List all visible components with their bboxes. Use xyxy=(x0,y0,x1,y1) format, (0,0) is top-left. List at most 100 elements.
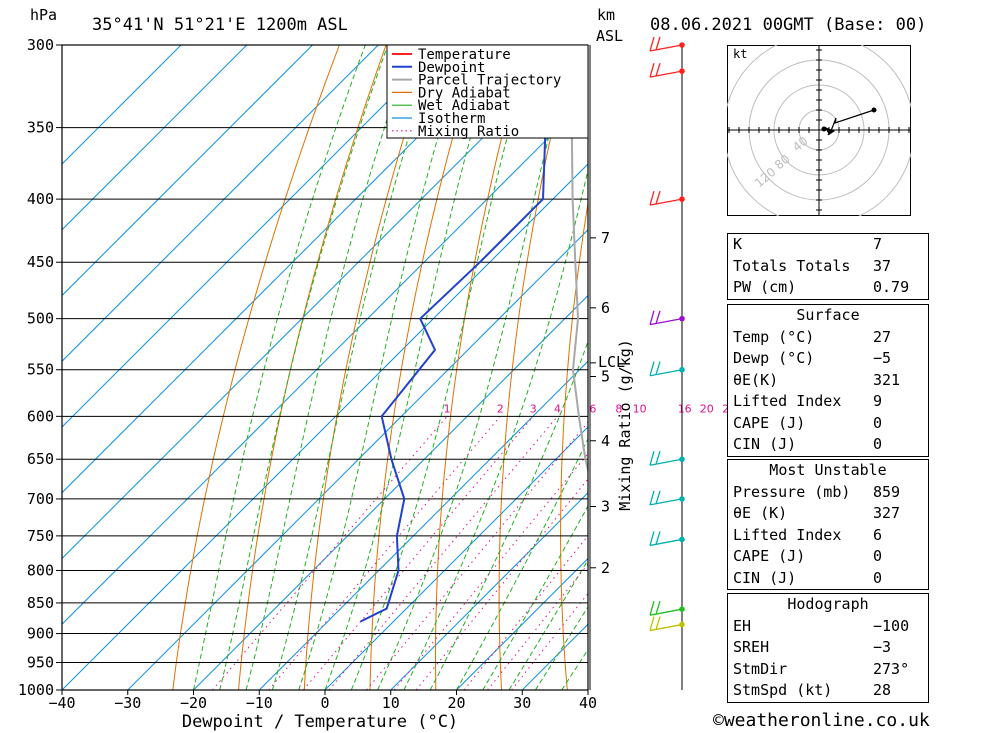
table-row: Lifted Index 6 xyxy=(728,525,928,547)
table-row: Totals Totals 37 xyxy=(728,256,928,278)
wind-barb xyxy=(649,310,683,326)
pressure-unit-label: hPa xyxy=(30,6,57,24)
temperature-tick-label: −40 xyxy=(48,694,75,712)
indices-table: K 7 Totals Totals 37 PW (cm) 0.79 xyxy=(727,233,929,300)
pressure-tick-label: 350 xyxy=(27,119,54,137)
pressure-axis: 300 350 400 450 500 550 600 650 700 750 800 850 900 9… xyxy=(18,36,62,699)
row-value: 6 xyxy=(873,525,883,544)
row-value: 321 xyxy=(873,370,901,389)
pressure-tick-label: 500 xyxy=(27,310,54,328)
height-tick-label: 6 xyxy=(601,299,610,317)
legend-label: Mixing Ratio xyxy=(418,124,519,140)
pressure-tick-label: 400 xyxy=(27,190,54,208)
x-axis-title: Dewpoint / Temperature (°C) xyxy=(182,712,458,732)
hodograph-point xyxy=(821,126,827,132)
temperature-tick-label: −20 xyxy=(180,694,207,712)
row-value: −5 xyxy=(873,349,892,367)
row-value: 0 xyxy=(873,435,883,453)
plot-frame xyxy=(61,44,589,691)
wind-barb xyxy=(649,601,683,616)
pressure-tick-label: 1000 xyxy=(18,681,54,699)
legend-label: Dewpoint xyxy=(418,60,485,76)
hodograph-point xyxy=(871,107,877,113)
wet-adiabat-line xyxy=(219,45,389,690)
hodograph-title: Hodograph xyxy=(787,595,869,613)
mixing-ratio-label: 8 xyxy=(615,402,622,415)
height-unit-km: km xyxy=(597,6,615,24)
temperature-tick-label: 30 xyxy=(513,694,531,712)
temperature-axis: −40 −30 −20 −10 0 10 20 30 40 xyxy=(48,690,597,712)
wet-adiabat-line xyxy=(403,168,588,690)
isobars xyxy=(62,44,588,691)
wet-adiabat-line xyxy=(377,45,573,690)
legend-label: Parcel Trajectory xyxy=(418,73,561,89)
table-row: CIN (J) 0 xyxy=(728,568,928,590)
mixing-ratio-labels: 12346810162025 xyxy=(444,402,737,415)
wind-barb xyxy=(649,361,683,377)
row-label: Pressure (mb) xyxy=(733,482,851,501)
row-label: Lifted Index xyxy=(733,392,842,410)
mixing-ratio-line xyxy=(487,563,588,690)
temperature-tick-label: 0 xyxy=(320,694,329,712)
wind-barb xyxy=(649,490,683,506)
height-tick-label: 2 xyxy=(601,559,610,577)
row-value: 0.79 xyxy=(873,278,910,296)
datetime-title: 08.06.2021 00GMT (Base: 00) xyxy=(650,15,926,35)
dry-adiabat-line xyxy=(369,45,480,690)
mixing-ratio-label: 4 xyxy=(554,402,561,415)
row-label: PW (cm) xyxy=(733,278,797,296)
row-value: 7 xyxy=(873,235,883,253)
height-unit-asl: ASL xyxy=(596,27,623,45)
table-row: SREH −3 xyxy=(728,637,928,659)
row-label: θE(K) xyxy=(733,370,779,389)
most-unstable-title: Most Unstable xyxy=(769,461,887,479)
pressure-tick-label: 950 xyxy=(27,654,54,672)
surface-table: Surface Temp (°C) 27 Dewp (°C) −5 θE(K) 321 Li… xyxy=(727,304,929,457)
isotherm-line xyxy=(62,45,182,165)
mixing-ratio-label: 2 xyxy=(497,402,504,415)
row-label: CIN (J) xyxy=(733,435,797,453)
temperature-tick-label: −10 xyxy=(246,694,273,712)
table-row: Dewp (°C) −5 xyxy=(728,348,928,370)
pressure-tick-label: 300 xyxy=(27,36,54,54)
surface-title: Surface xyxy=(796,306,860,324)
temperature-tick-label: −30 xyxy=(114,694,141,712)
table-row: Lifted Index 9 xyxy=(728,391,928,413)
height-axis: 7 6 5 4 3 2 LCL xyxy=(589,45,625,690)
isotherm-line xyxy=(62,45,445,428)
wet-adiabat-line xyxy=(456,437,588,690)
row-value: 859 xyxy=(873,482,901,501)
isotherm-line xyxy=(62,45,511,494)
row-label: StmSpd (kt) xyxy=(733,681,833,699)
isotherm-line xyxy=(62,45,248,231)
row-label: θE (K) xyxy=(733,504,788,522)
pressure-tick-label: 600 xyxy=(27,407,54,425)
mixing-ratio-label: 1 xyxy=(444,402,451,415)
row-value: 0 xyxy=(873,413,883,432)
pressure-tick-label: 450 xyxy=(27,253,54,271)
table-row: Pressure (mb) 859 xyxy=(728,482,928,504)
row-label: EH xyxy=(733,616,752,635)
hodograph-table: Hodograph EH −100 SREH −3 StmDir 273° StmSpd (… xyxy=(727,593,929,703)
lcl-label: LCL xyxy=(598,353,625,371)
dry-adiabat-line xyxy=(942,45,1000,690)
row-label: CAPE (J) xyxy=(733,547,806,565)
isotherm-line xyxy=(62,45,576,560)
row-value: 327 xyxy=(873,504,901,522)
pressure-tick-label: 900 xyxy=(27,625,54,643)
mixing-ratio-label: 10 xyxy=(633,402,647,415)
pressure-tick-label: 850 xyxy=(27,594,54,612)
mixing-ratio-line xyxy=(366,421,588,690)
row-label: Totals Totals xyxy=(733,256,851,275)
mixing-ratio-label: 20 xyxy=(700,402,714,415)
dry-adiabat-line xyxy=(172,45,340,690)
table-row: θE (K) 327 xyxy=(728,503,928,525)
wind-barb xyxy=(649,616,683,632)
wet-adiabat-line xyxy=(429,339,588,690)
pressure-tick-label: 750 xyxy=(27,527,54,545)
height-tick-label: 4 xyxy=(601,432,610,450)
row-value: 37 xyxy=(873,256,892,275)
isotherm-line xyxy=(62,45,313,297)
hodograph-unit-label: kt xyxy=(733,47,747,61)
